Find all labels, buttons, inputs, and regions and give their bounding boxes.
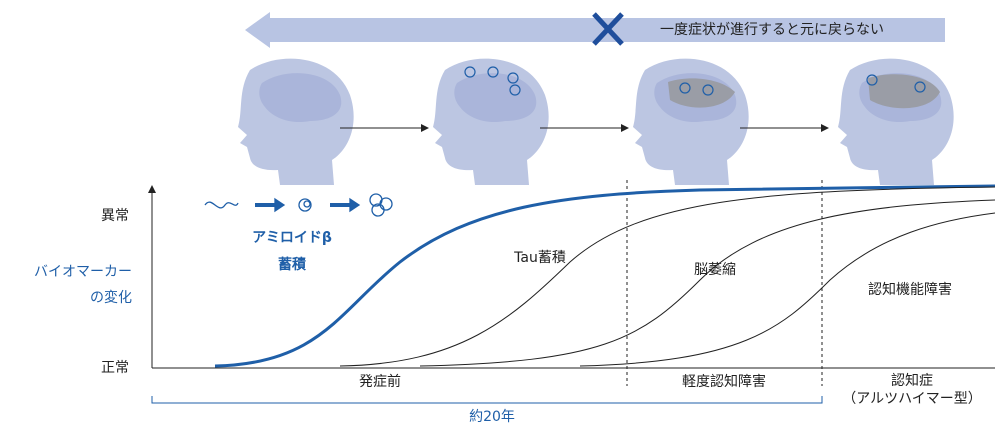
stage-label: （アルツハイマー型） xyxy=(842,391,982,407)
banner-note: 一度症状が進行すると元に戻らない xyxy=(660,22,884,38)
duration-bracket xyxy=(151,396,823,404)
amyloid-label: 蓄積 xyxy=(278,256,307,273)
y-bottom: 正常 xyxy=(101,360,129,376)
y-top: 異常 xyxy=(101,208,129,224)
curves xyxy=(214,184,995,368)
axes xyxy=(148,180,995,386)
stage-label: 発症前 xyxy=(359,373,401,390)
y-label: バイオマーカー xyxy=(34,264,132,280)
amyloid-icons xyxy=(204,193,393,217)
duration: 約20年 xyxy=(469,409,515,425)
curve-label: 脳萎縮 xyxy=(694,262,736,278)
stage-label: 軽度認知障害 xyxy=(682,373,766,390)
amyloid-label: アミロイドβ xyxy=(252,230,332,246)
curve-label: 認知機能障害 xyxy=(868,281,952,298)
stage-label: 認知症 xyxy=(891,372,933,389)
curve-label: Tau蓄積 xyxy=(513,250,566,266)
banner-arrow xyxy=(245,12,945,48)
y-label: の変化 xyxy=(90,289,132,306)
cross xyxy=(592,12,624,46)
heads xyxy=(238,58,954,186)
